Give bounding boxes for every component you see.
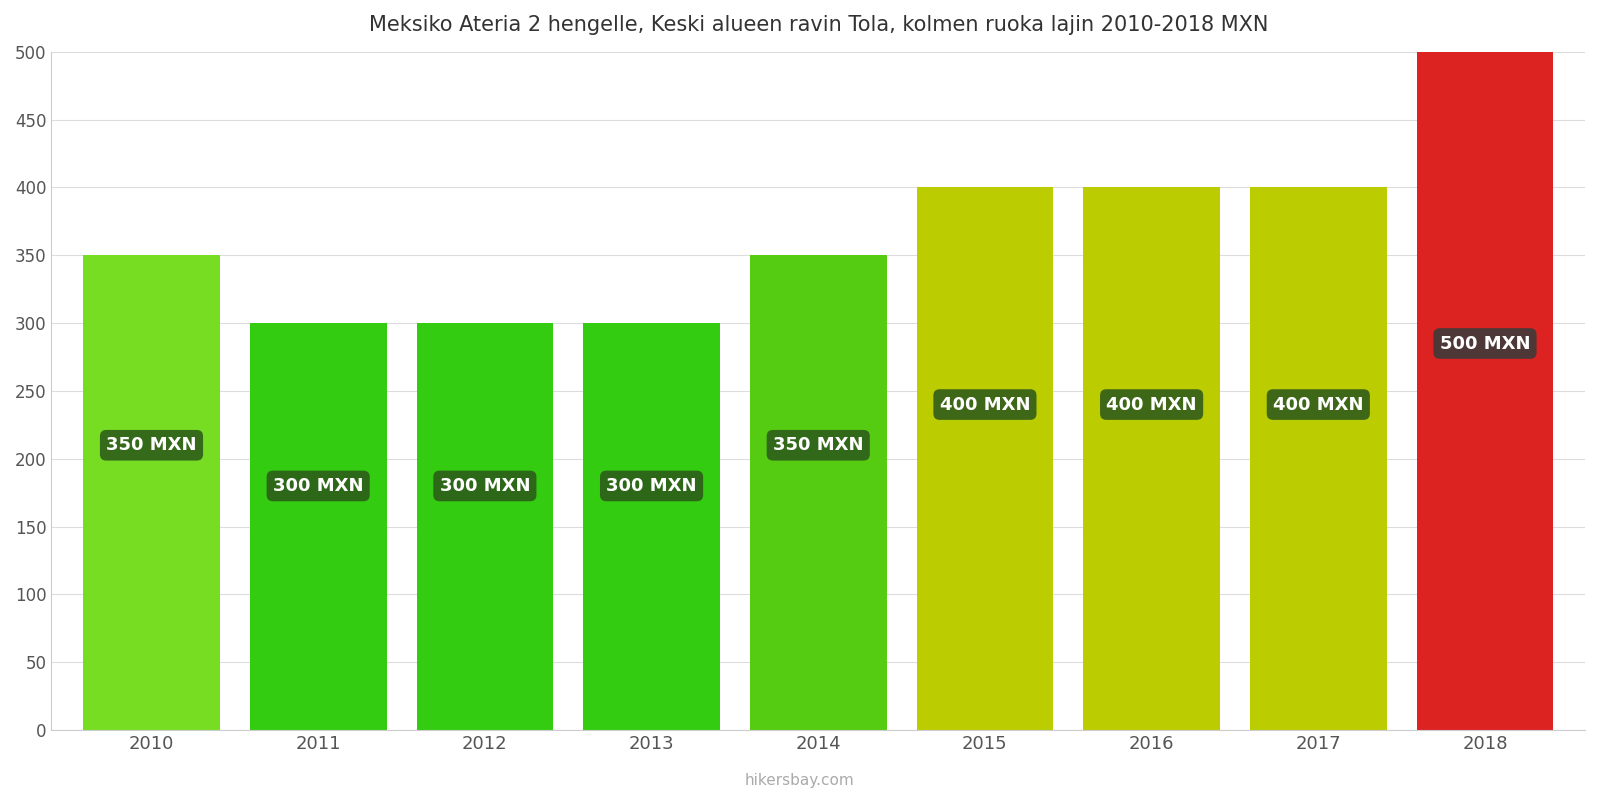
Bar [83, 255, 219, 730]
Bar [584, 323, 720, 730]
Text: 500 MXN: 500 MXN [1440, 334, 1530, 353]
Text: 400 MXN: 400 MXN [1274, 395, 1363, 414]
Text: hikersbay.com: hikersbay.com [746, 773, 854, 788]
Bar [416, 323, 554, 730]
Text: 350 MXN: 350 MXN [106, 436, 197, 454]
Text: 300 MXN: 300 MXN [606, 477, 698, 495]
Bar [1250, 187, 1387, 730]
Text: 350 MXN: 350 MXN [773, 436, 864, 454]
Text: 400 MXN: 400 MXN [1106, 395, 1197, 414]
Bar [1083, 187, 1219, 730]
Bar [750, 255, 886, 730]
Title: Meksiko Ateria 2 hengelle, Keski alueen ravin Tola, kolmen ruoka lajin 2010-2018: Meksiko Ateria 2 hengelle, Keski alueen … [368, 15, 1267, 35]
Text: 300 MXN: 300 MXN [274, 477, 363, 495]
Bar [250, 323, 387, 730]
Bar [917, 187, 1053, 730]
Text: 300 MXN: 300 MXN [440, 477, 530, 495]
Bar [1416, 52, 1554, 730]
Text: 400 MXN: 400 MXN [939, 395, 1030, 414]
